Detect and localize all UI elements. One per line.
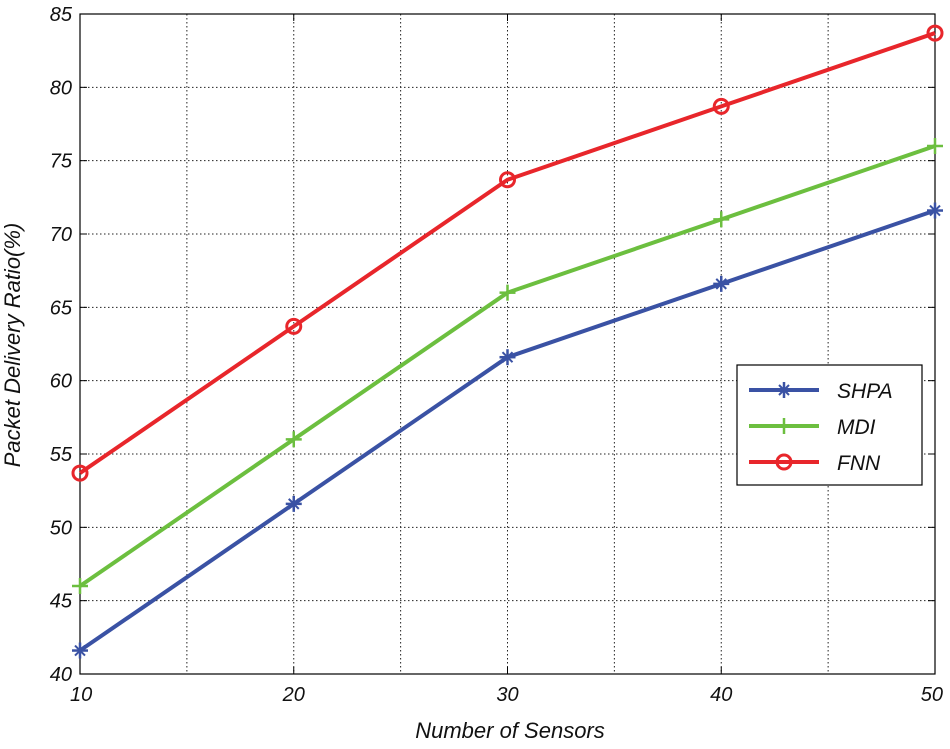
data-point-shpa [285, 495, 302, 512]
x-tick-label: 30 [496, 684, 518, 706]
marker-stroke [501, 351, 514, 363]
data-point-shpa [927, 202, 943, 219]
legend-marker [776, 382, 792, 398]
marker-circle [775, 453, 793, 471]
y-tick-label: 80 [50, 77, 72, 99]
legend: SHPA MDI FNN [736, 364, 923, 486]
y-tick-label: 45 [50, 591, 73, 613]
y-tick-label: 75 [50, 151, 73, 173]
data-point-shpa [713, 275, 730, 292]
data-point-mdi [927, 138, 943, 154]
legend-label: FNN [837, 452, 881, 475]
series-fnn [71, 24, 944, 482]
series-shpa [72, 202, 943, 659]
x-axis-label: Number of Sensors [415, 718, 605, 743]
x-tick-label: 40 [710, 684, 732, 706]
marker-stroke [778, 384, 790, 396]
data-point-fnn [499, 171, 516, 189]
x-tick-label: 10 [70, 684, 92, 706]
marker-stroke [288, 498, 300, 510]
legend-marker [775, 453, 793, 471]
series-group [71, 24, 944, 659]
y-tick-label: 65 [50, 297, 73, 319]
legend-label: MDI [837, 416, 876, 439]
marker-circle [926, 24, 944, 42]
marker-circle [71, 464, 89, 482]
legend-item-shpa: SHPA [749, 380, 893, 403]
legend-marker [776, 418, 792, 434]
y-tick-label: 60 [50, 371, 72, 393]
marker-circle [712, 97, 730, 115]
data-point-mdi [285, 431, 302, 448]
series-mdi [72, 138, 943, 594]
tick-labels: 40 45 50 55 60 65 70 75 80 85 10 20 30 40 50 [50, 4, 943, 706]
x-tick-label: 20 [282, 684, 305, 706]
marker-stroke [929, 204, 941, 217]
data-point-shpa [499, 349, 516, 366]
legend-label: SHPA [837, 380, 893, 403]
marker-circle [285, 317, 303, 335]
axes [79, 13, 936, 675]
data-point-mdi [713, 211, 730, 228]
series-line-fnn [78, 31, 936, 475]
y-tick-label: 85 [50, 4, 73, 26]
data-point-shpa [72, 642, 88, 659]
data-point-fnn [926, 24, 944, 42]
legend-item-mdi: MDI [749, 416, 876, 439]
grid [80, 14, 935, 674]
y-tick-label: 50 [50, 517, 72, 539]
y-tick-label: 40 [50, 664, 72, 686]
marker-stroke [715, 278, 727, 290]
data-point-fnn [71, 464, 89, 482]
marker-stroke [74, 644, 86, 657]
data-point-mdi [72, 578, 88, 594]
data-point-fnn [285, 317, 303, 335]
y-tick-label: 70 [50, 224, 72, 246]
y-axis-label: Packet Delivery Ratio(%) [0, 223, 25, 468]
data-point-fnn [712, 97, 730, 115]
y-tick-label: 55 [50, 444, 73, 466]
marker-circle [499, 171, 516, 189]
x-tick-label: 50 [921, 684, 943, 706]
legend-item-fnn: FNN [749, 452, 881, 475]
data-point-mdi [499, 284, 516, 301]
